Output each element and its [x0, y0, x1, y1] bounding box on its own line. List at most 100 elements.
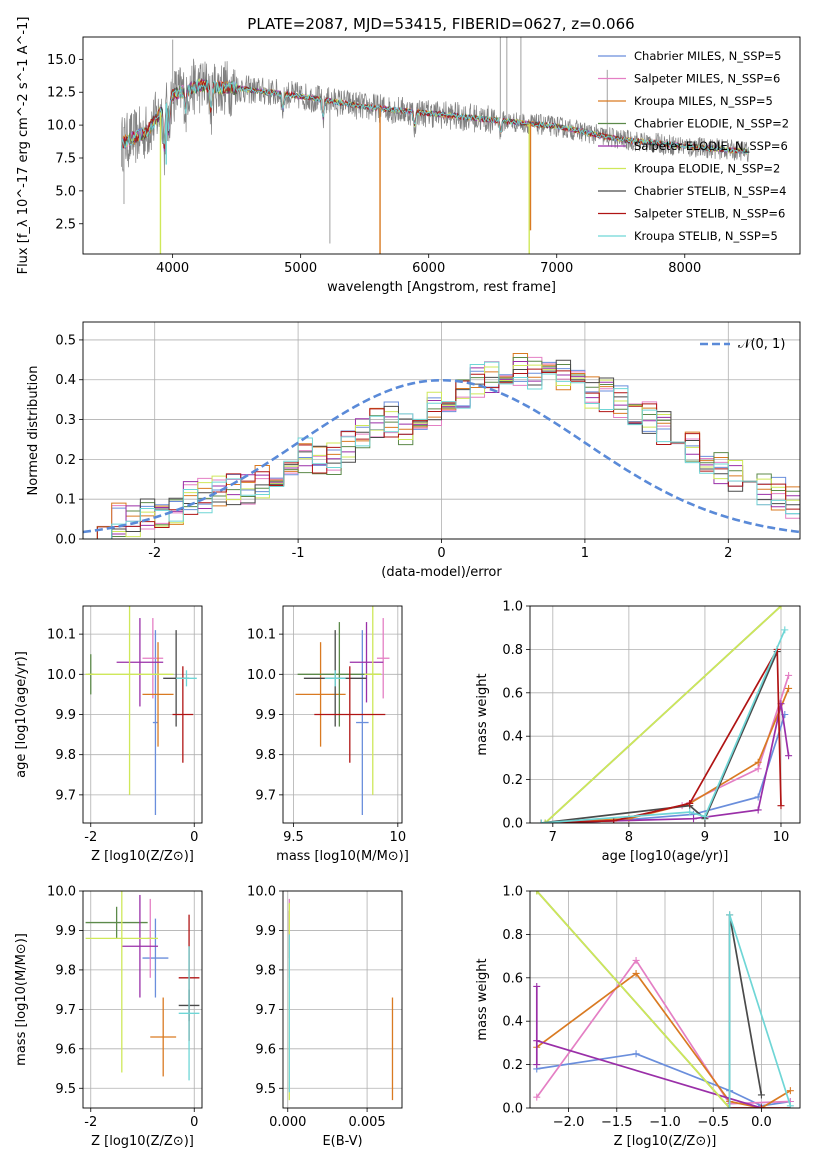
tick-label-y: 0.0 — [502, 1102, 523, 1117]
weight-line — [536, 958, 791, 1105]
y-axis-label: Normed distribution — [26, 366, 41, 496]
tick-label-y: 10.0 — [47, 668, 76, 683]
tick-label-x: −0.5 — [697, 1115, 729, 1130]
tick-label-y: 0.2 — [55, 453, 76, 468]
plot-area — [85, 891, 200, 1081]
tick-label-x: 4000 — [156, 261, 189, 276]
histogram-step — [83, 364, 800, 539]
weight-marker — [533, 1061, 541, 1069]
weight-line — [535, 986, 762, 1108]
weight-marker — [754, 806, 762, 814]
tick-label-y: 9.8 — [255, 748, 276, 763]
legend-label: 𝒩(0, 1) — [738, 337, 785, 352]
legend-label: Salpeter ELODIE, N_SSP=6 — [634, 139, 788, 153]
weight-marker — [686, 799, 694, 807]
axes-frame — [282, 605, 403, 824]
tick-label-x: 2 — [724, 546, 732, 561]
x-axis-label: mass [log10(M/M⊙)] — [276, 849, 409, 864]
legend: Chabrier MILES, N_SSP=5 Salpeter MILES, N… — [598, 49, 789, 243]
tick-label-x: 1 — [581, 546, 589, 561]
legend-label: Chabrier STELIB, N_SSP=4 — [634, 184, 786, 198]
axes-frame — [82, 605, 203, 824]
tick-label-x: 5000 — [284, 261, 317, 276]
legend-label: Chabrier ELODIE, N_SSP=2 — [634, 117, 789, 131]
tick-label-y: 9.9 — [255, 708, 276, 723]
weight-line — [728, 914, 763, 1108]
weight-line — [536, 1052, 791, 1107]
tick-label-x: 10 — [773, 830, 790, 845]
legend-label: Salpeter STELIB, N_SSP=6 — [634, 207, 785, 221]
tick-label-x: −2.0 — [553, 1115, 585, 1130]
histogram-step — [83, 357, 800, 539]
tick-label-y: 0.3 — [55, 413, 76, 428]
weight-marker — [541, 819, 549, 823]
tick-label-x: 9.5 — [283, 830, 304, 845]
tick-label-y: 15.0 — [47, 53, 76, 68]
x-axis-label: Z [log10(Z/Z⊙)] — [91, 1134, 194, 1149]
plot-area — [295, 606, 390, 815]
tick-label-y: 9.9 — [55, 708, 76, 723]
tick-label-x: -1 — [292, 546, 305, 561]
tick-label-x: 0 — [190, 830, 198, 845]
normal-curve — [83, 378, 800, 534]
tick-label-y: 0.0 — [502, 817, 523, 832]
weight-line — [544, 606, 782, 823]
tick-label-x: 6000 — [412, 261, 445, 276]
tick-label-y: 0.2 — [502, 773, 523, 788]
tick-label-x: 9 — [701, 830, 709, 845]
plot-age_vs_Z: -2 0 9.7 9.8 9.9 10.0 10.1 Z [log10(Z/Z⊙)] age [… — [14, 605, 203, 864]
weight-marker — [533, 1037, 541, 1045]
weight-line — [541, 675, 790, 823]
axes-frame — [282, 890, 403, 1109]
histogram-step — [83, 361, 800, 539]
y-axis-label: Flux [f_λ 10^-17 erg cm^-2 s^-1 A^-1] — [16, 17, 31, 275]
plot-area — [537, 606, 793, 823]
plot-mass_vs_ebv: 0.000 0.005 9.5 9.6 9.7 9.8 9.9 10.0 E(B-V) — [247, 885, 403, 1149]
x-axis-label: Z [log10(Z/Z⊙)] — [614, 1134, 717, 1149]
tick-label-x: 10 — [390, 830, 407, 845]
weight-marker — [777, 606, 785, 610]
x-axis-label: Z [log10(Z/Z⊙)] — [91, 849, 194, 864]
tick-label-x: 0.005 — [348, 1115, 385, 1130]
tick-label-y: 9.8 — [255, 963, 276, 978]
plot-area — [533, 891, 794, 1108]
plot-area — [83, 353, 800, 539]
tick-label-x: 0 — [437, 546, 445, 561]
weight-marker — [786, 1087, 794, 1095]
tick-label-y: 9.9 — [55, 924, 76, 939]
tick-label-x: 7000 — [540, 261, 573, 276]
legend-label: Salpeter MILES, N_SSP=6 — [634, 72, 780, 86]
x-axis-label: wavelength [Angstrom, rest frame] — [327, 280, 556, 295]
weight-marker — [757, 1091, 765, 1099]
tick-label-x: −1.0 — [649, 1115, 681, 1130]
tick-label-y: 10.0 — [247, 668, 276, 683]
plot-area — [85, 606, 197, 815]
weight-marker — [777, 802, 785, 810]
tick-label-y: 0.8 — [502, 643, 523, 658]
histogram-step — [83, 368, 800, 539]
tick-label-y: 9.6 — [55, 1042, 76, 1057]
tick-label-y: 10.0 — [47, 885, 76, 900]
legend-label: Kroupa ELODIE, N_SSP=2 — [634, 162, 780, 176]
tick-label-y: 9.8 — [55, 748, 76, 763]
tick-label-y: 9.6 — [255, 1042, 276, 1057]
weight-marker — [533, 1093, 541, 1101]
weight-marker — [632, 969, 640, 977]
tick-label-x: -2 — [148, 546, 161, 561]
y-axis-label: age [log10(age/yr)] — [14, 651, 29, 778]
weight-marker — [754, 765, 762, 773]
tick-label-y: 1.0 — [502, 600, 523, 615]
x-axis-label: age [log10(age/yr)] — [602, 849, 729, 864]
tick-label-x: 0.0 — [751, 1115, 772, 1130]
tick-label-x: -2 — [84, 830, 97, 845]
tick-label-x: 0 — [190, 1115, 198, 1130]
tick-label-y: 0.4 — [502, 1015, 523, 1030]
legend-label: Chabrier MILES, N_SSP=5 — [634, 49, 781, 63]
tick-label-y: 0.4 — [502, 730, 523, 745]
axes-frame — [82, 321, 801, 540]
weight-marker — [757, 1104, 765, 1108]
tick-label-y: 0.0 — [55, 533, 76, 548]
weight-line — [541, 703, 790, 823]
tick-label-y: 0.1 — [55, 493, 76, 508]
weight-line — [541, 651, 778, 823]
